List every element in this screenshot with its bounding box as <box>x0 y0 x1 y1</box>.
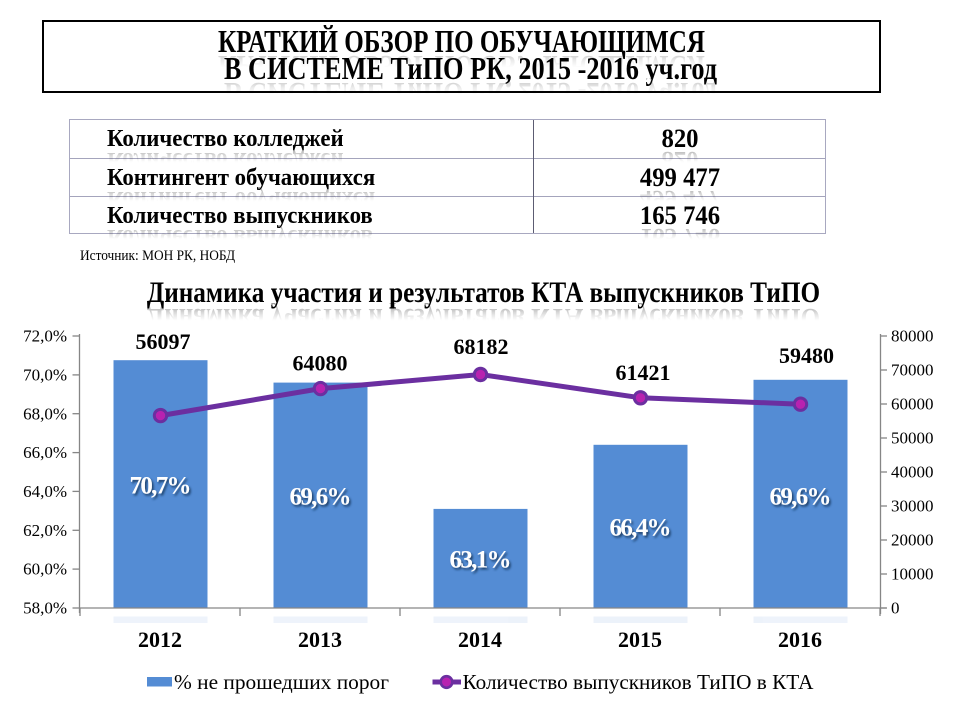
svg-text:80000: 80000 <box>891 327 934 346</box>
svg-text:2015: 2015 <box>618 627 662 652</box>
svg-text:64,0%: 64,0% <box>23 482 67 501</box>
svg-text:10000: 10000 <box>891 565 934 584</box>
svg-text:58,0%: 58,0% <box>23 599 67 618</box>
svg-text:66,0%: 66,0% <box>23 443 67 462</box>
svg-text:Количество выпускников ТиПО в: Количество выпускников ТиПО в КТА <box>463 670 815 694</box>
svg-text:40000: 40000 <box>891 463 934 482</box>
svg-text:2012: 2012 <box>138 627 182 652</box>
svg-text:72,0%: 72,0% <box>23 327 67 346</box>
svg-text:0: 0 <box>891 599 900 618</box>
svg-text:70,0%: 70,0% <box>23 366 67 385</box>
svg-text:64080: 64080 <box>293 351 348 376</box>
svg-text:2016: 2016 <box>778 627 822 652</box>
svg-text:30000: 30000 <box>891 497 934 516</box>
svg-text:61421: 61421 <box>616 360 671 385</box>
svg-text:68182: 68182 <box>454 334 509 359</box>
svg-text:69,6%: 69,6% <box>290 483 352 510</box>
svg-text:70000: 70000 <box>891 361 934 380</box>
svg-text:50000: 50000 <box>891 429 934 448</box>
svg-text:2013: 2013 <box>298 627 342 652</box>
svg-text:59480: 59480 <box>779 343 834 368</box>
svg-text:% не прошедших порог: % не прошедших порог <box>174 670 389 694</box>
svg-text:20000: 20000 <box>891 531 934 550</box>
svg-text:63,1%: 63,1% <box>450 546 512 573</box>
svg-text:60000: 60000 <box>891 395 934 414</box>
svg-text:62,0%: 62,0% <box>23 521 67 540</box>
svg-text:56097: 56097 <box>136 329 191 354</box>
svg-text:69,6%: 69,6% <box>770 483 832 510</box>
svg-text:68,0%: 68,0% <box>23 404 67 423</box>
svg-text:60,0%: 60,0% <box>23 560 67 579</box>
svg-text:2014: 2014 <box>458 627 502 652</box>
svg-text:70,7%: 70,7% <box>130 473 192 500</box>
svg-text:66,4%: 66,4% <box>610 514 672 541</box>
